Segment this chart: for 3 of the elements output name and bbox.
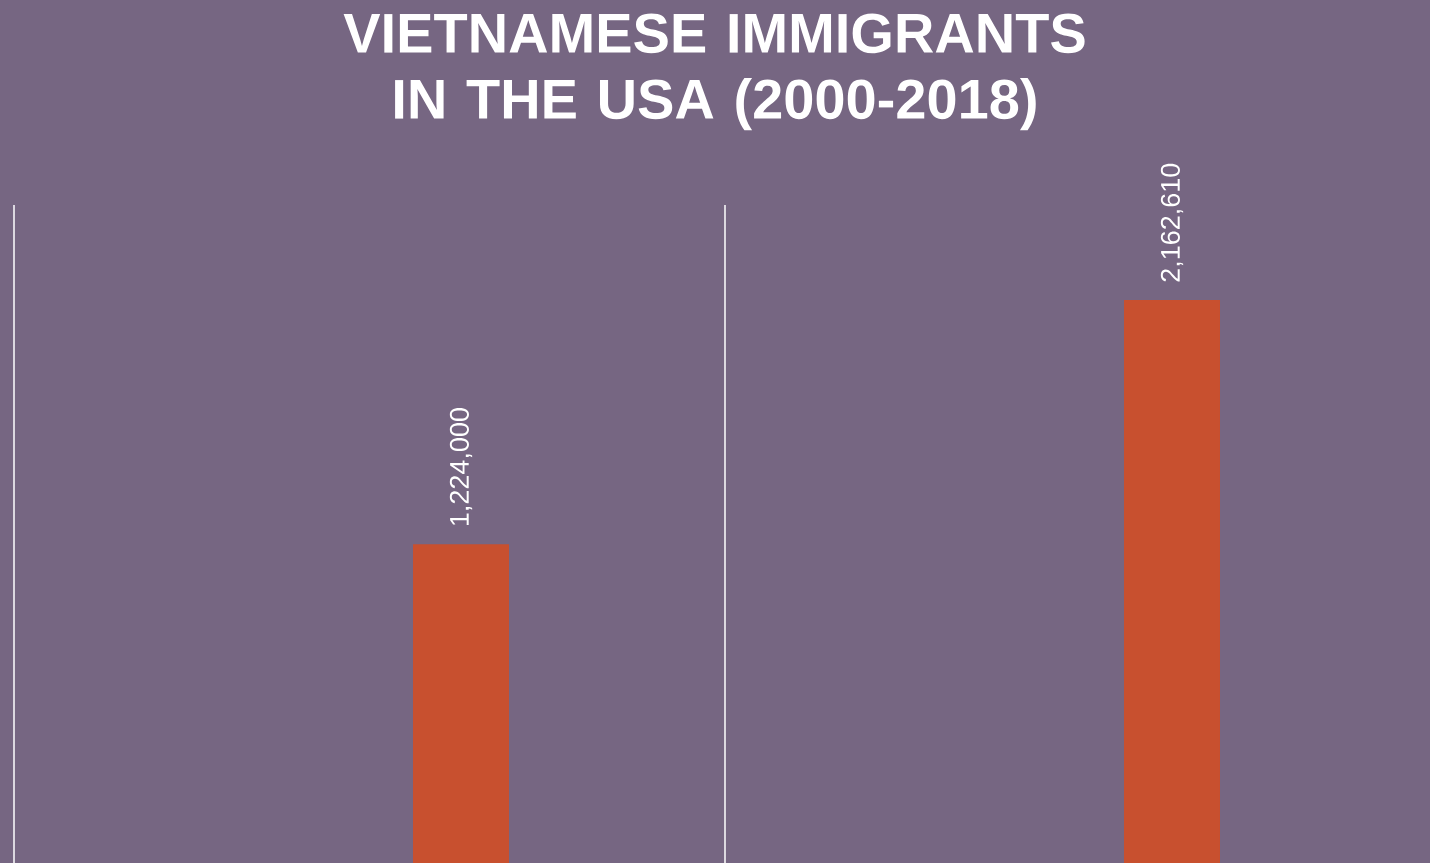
data-label: 1,224,000 <box>449 408 473 526</box>
data-label: 2,162,610 <box>1160 163 1184 282</box>
chart-title: VIETNAMESE IMMIGRANTS IN THE USA (2000-2018) <box>343 13 1085 131</box>
